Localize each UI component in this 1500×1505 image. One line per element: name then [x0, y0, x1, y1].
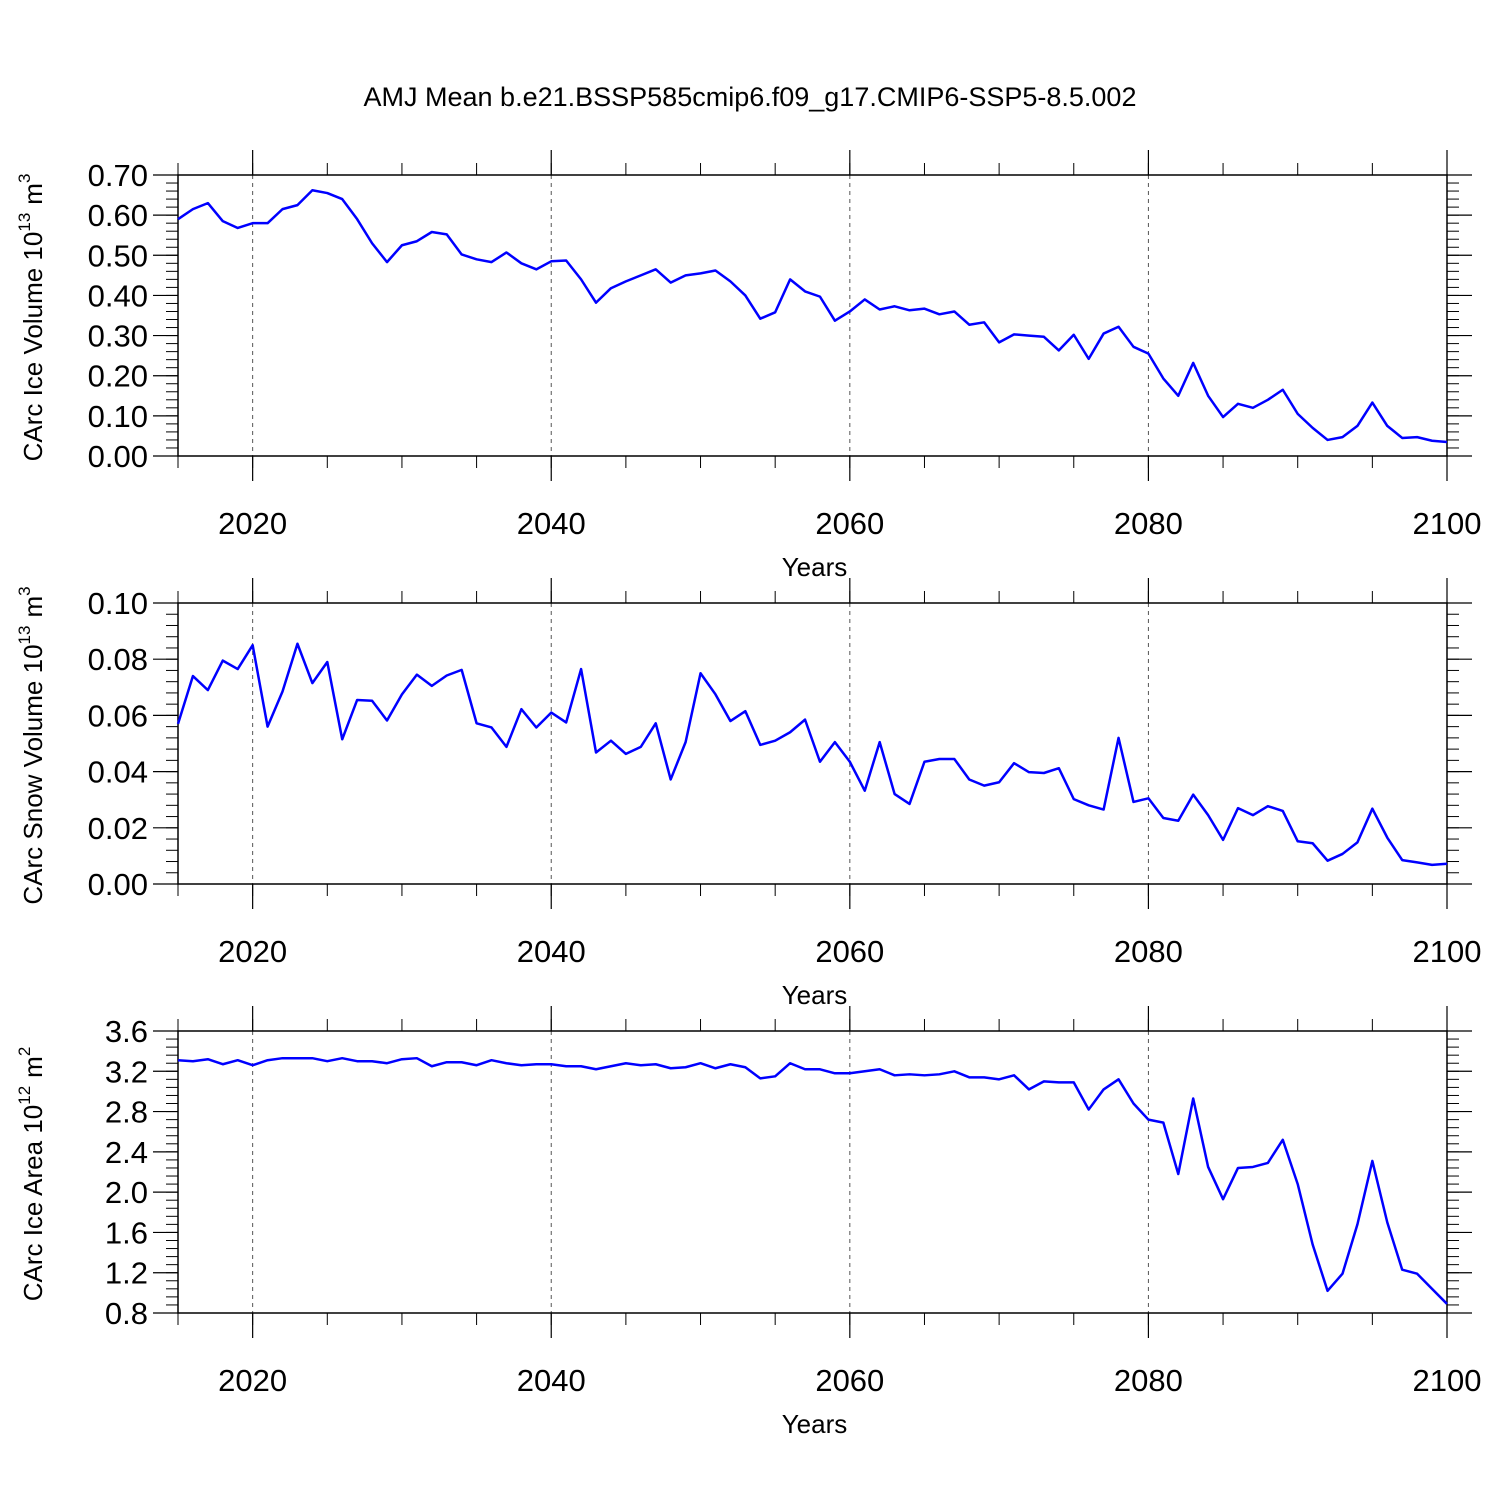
y-tick-label: 1.6: [105, 1215, 148, 1250]
y-tick-label: 0.40: [88, 278, 148, 313]
y-axis-label-unit-exponent: 3: [15, 586, 34, 595]
y-axis-label-main: CArc Ice Area 10: [18, 1105, 48, 1302]
x-tick-label: 2020: [218, 506, 287, 541]
y-tick-label: 1.2: [105, 1256, 148, 1291]
x-tick-label: 2100: [1413, 506, 1482, 541]
series-line-1: [177, 1056, 1448, 1305]
series-line-1: [176, 642, 1448, 867]
y-axis-label-unit: m: [18, 1056, 48, 1078]
figure-title: AMJ Mean b.e21.BSSP585cmip6.f09_g17.CMIP…: [363, 82, 1137, 112]
y-tick-label: 0.10: [88, 399, 148, 434]
y-axis-label-exponent: 13: [15, 626, 34, 645]
y-axis-label-unit-exponent: 2: [15, 1047, 34, 1056]
y-axis-label-main: CArc Ice Volume 10: [18, 232, 48, 462]
y-tick-label: 0.60: [88, 198, 148, 233]
plot-frame: [177, 602, 1448, 885]
plot-frame: [177, 1030, 1448, 1314]
panel-1: 0.00 0.10 0.20 0.30 0.40 0.50 0.60 0.70 2020 2040…: [15, 150, 1481, 582]
x-tick-label: 2040: [517, 1363, 586, 1398]
x-tick-label: 2020: [218, 934, 287, 969]
y-tick-label: 0.8: [105, 1296, 148, 1331]
x-tick-label: 2060: [815, 506, 884, 541]
x-tick-label: 2080: [1114, 934, 1183, 969]
y-tick-label: 2.0: [105, 1175, 148, 1210]
x-axis-label: Years: [782, 552, 848, 582]
y-tick-label: 0.30: [88, 319, 148, 354]
y-axis-label: CArc Snow Volume 1013 m3: [15, 586, 48, 904]
x-tick-label: 2040: [517, 934, 586, 969]
y-axis-label-unit: m: [18, 596, 48, 618]
y-tick-label: 3.6: [105, 1014, 148, 1049]
y-tick-label: 0.50: [88, 238, 148, 273]
x-axis-label: Years: [782, 980, 848, 1010]
x-tick-label: 2100: [1413, 934, 1482, 969]
y-tick-label: 0.02: [88, 811, 148, 846]
y-tick-label: 3.2: [105, 1054, 148, 1089]
x-axis-label: Years: [782, 1409, 848, 1439]
x-tick-label: 2100: [1413, 1363, 1482, 1398]
panel-2: 0.00 0.02 0.04 0.06 0.08 0.10 2020 2040 2060 2080…: [15, 578, 1481, 1010]
y-axis-label-unit: m: [18, 183, 48, 205]
x-tick-label: 2040: [517, 506, 586, 541]
y-axis-label-main: CArc Snow Volume 10: [18, 644, 48, 904]
y-tick-label: 0.20: [88, 359, 148, 394]
y-axis-label: CArc Ice Volume 1013 m3: [15, 174, 48, 462]
y-tick-label: 0.00: [88, 439, 148, 474]
x-tick-label: 2080: [1114, 506, 1183, 541]
y-tick-label: 0.70: [88, 158, 148, 193]
y-tick-label: 2.4: [105, 1135, 148, 1170]
y-axis-label: CArc Ice Area 1012 m2: [15, 1047, 48, 1302]
panel-3: 0.8 1.2 1.6 2.0 2.4 2.8 3.2 3.6 2020 2040 2060 2080…: [15, 1006, 1481, 1439]
series-line-1: [177, 189, 1448, 444]
x-tick-label: 2020: [218, 1363, 287, 1398]
y-axis-label-exponent: 13: [15, 213, 34, 232]
y-axis-label-unit-exponent: 3: [15, 174, 34, 183]
x-tick-label: 2060: [815, 1363, 884, 1398]
y-tick-label: 0.06: [88, 698, 148, 733]
y-axis-label-exponent: 12: [15, 1086, 34, 1105]
y-tick-label: 0.10: [88, 586, 148, 621]
y-tick-label: 2.8: [105, 1095, 148, 1130]
y-tick-label: 0.08: [88, 642, 148, 677]
y-tick-label: 0.04: [88, 755, 148, 790]
x-tick-label: 2080: [1114, 1363, 1183, 1398]
x-tick-label: 2060: [815, 934, 884, 969]
y-tick-label: 0.00: [88, 867, 148, 902]
plot-frame: [177, 174, 1448, 457]
